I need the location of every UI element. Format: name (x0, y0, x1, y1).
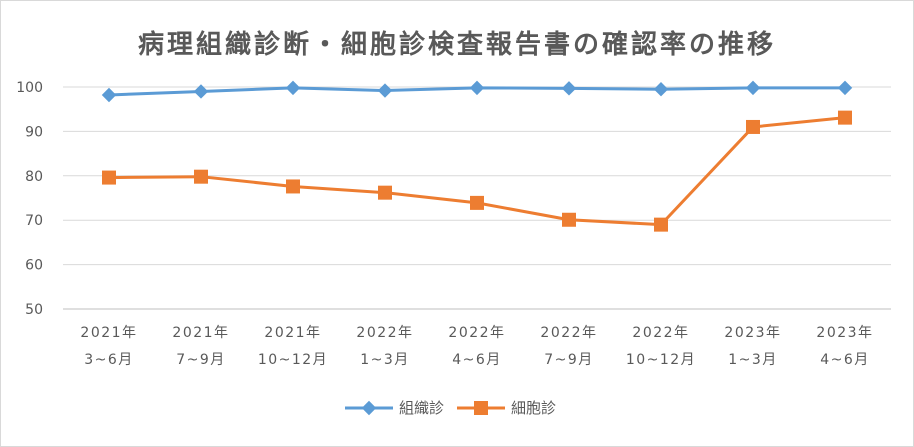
data-point (562, 212, 576, 227)
data-point (470, 195, 484, 210)
x-tick-label-year: 2022年 (356, 325, 413, 341)
x-tick-label-period: 4~6月 (452, 352, 502, 368)
data-point (745, 80, 761, 96)
y-axis-ticks: 50 60 70 80 90 100 (16, 80, 43, 318)
x-tick-label-period: 7~9月 (176, 352, 226, 368)
data-point (837, 80, 853, 96)
x-tick-label-period: 1~3月 (360, 352, 410, 368)
y-tick-label: 90 (25, 124, 43, 140)
legend-label: 細胞診 (511, 399, 556, 417)
data-point (746, 119, 760, 134)
y-tick-label: 60 (25, 258, 43, 274)
x-tick-label-year: 2021年 (172, 325, 229, 341)
data-point (101, 87, 117, 103)
data-point (102, 170, 116, 185)
series-group (101, 80, 853, 232)
y-tick-label: 70 (25, 213, 43, 229)
x-tick-label-year: 2023年 (724, 325, 781, 341)
legend-marker (361, 400, 377, 416)
x-tick-label-period: 10~12月 (626, 352, 696, 368)
data-point (654, 217, 668, 232)
x-tick-label-period: 3~6月 (84, 352, 134, 368)
data-point (469, 80, 485, 96)
data-point (286, 179, 300, 194)
x-tick-label-year: 2021年 (80, 325, 137, 341)
series-1 (101, 80, 853, 103)
x-tick-label-period: 1~3月 (728, 352, 778, 368)
x-tick-label-period: 10~12月 (258, 352, 328, 368)
y-tick-label: 100 (16, 80, 43, 96)
legend: 組織診 細胞診 (345, 399, 556, 417)
legend-item: 細胞診 (457, 399, 556, 417)
x-tick-label-period: 7~9月 (544, 352, 594, 368)
legend-marker (474, 401, 488, 415)
chart-title: 病理組織診断・細胞診検査報告書の確認率の推移 (138, 29, 776, 60)
x-tick-label-year: 2021年 (264, 325, 321, 341)
x-tick-label-period: 4~6月 (820, 352, 870, 368)
legend-label: 組織診 (399, 399, 444, 417)
data-point (838, 110, 852, 125)
y-tick-label: 80 (25, 169, 43, 185)
x-tick-label-year: 2022年 (632, 325, 689, 341)
x-axis-ticks: 2021年 3~6月 2021年 7~9月 2021年 10~12月 2022年 1~3月 20… (80, 325, 873, 368)
data-point (193, 84, 209, 99)
y-tick-label: 50 (25, 302, 43, 318)
data-point (561, 81, 577, 96)
x-tick-label-year: 2023年 (816, 325, 873, 341)
legend-item: 組織診 (345, 399, 444, 417)
data-point (285, 80, 301, 96)
data-point (194, 169, 208, 184)
data-point (378, 185, 392, 200)
data-point (653, 82, 669, 97)
x-tick-label-year: 2022年 (540, 325, 597, 341)
x-tick-label-year: 2022年 (448, 325, 505, 341)
series-2 (102, 110, 852, 232)
data-point (377, 83, 393, 98)
